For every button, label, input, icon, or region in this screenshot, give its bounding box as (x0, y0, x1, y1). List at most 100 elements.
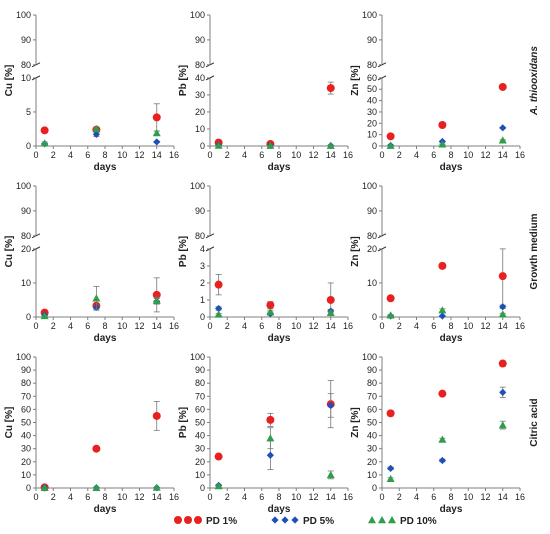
y-tick-label: 10 (367, 278, 377, 288)
data-point-pd1 (438, 261, 447, 270)
y-tick-label: 50 (367, 84, 377, 94)
x-axis-label: days (94, 162, 117, 173)
legend-label-pd5: PD 5% (303, 516, 334, 527)
x-tick-label: 8 (276, 492, 281, 502)
y-tick-label: 80 (195, 378, 205, 388)
y-tick-label: 50 (195, 418, 205, 428)
x-tick-label: 6 (85, 150, 90, 160)
data-point-pd1 (326, 295, 335, 304)
y-tick-label: 70 (367, 391, 377, 401)
y-axis-label: Zn [%] (350, 236, 361, 267)
data-point-pd5 (499, 124, 507, 132)
y-tick-label: 100 (16, 352, 31, 362)
data-point-pd10 (92, 294, 101, 302)
x-tick-label: 16 (343, 492, 353, 502)
x-tick-label: 2 (225, 321, 230, 331)
y-tick-label: 20 (21, 457, 31, 467)
y-tick-label: 10 (21, 470, 31, 480)
subplot-r2-c0: 0 10 20 30 40 50 60 70 80 90 100 0 2 4 6 8 10 12 14 16 days C… (4, 352, 179, 515)
y-tick-label: 0 (372, 141, 377, 151)
y-axis-label: Pb [%] (178, 407, 189, 438)
y-axis-label: Pb [%] (178, 65, 189, 96)
x-tick-label: 4 (68, 492, 73, 502)
x-axis-label: days (94, 333, 117, 344)
x-tick-label: 14 (152, 150, 162, 160)
y-tick-label: 40 (367, 431, 377, 441)
x-tick-label: 12 (480, 321, 490, 331)
y-tick-label: 100 (16, 181, 31, 191)
subplot-r0-c1: 80 90 100 0 10 20 30 40 0 2 4 6 8 10 12 14 16 days Pb [%] (178, 10, 353, 173)
y-tick-label: 80 (195, 60, 205, 70)
x-tick-label: 2 (51, 150, 56, 160)
x-tick-label: 10 (291, 150, 301, 160)
x-axis-label: days (268, 504, 291, 515)
y-tick-label: 20 (367, 457, 377, 467)
data-point-pd10 (214, 310, 223, 318)
y-tick-label: 100 (190, 181, 205, 191)
y-tick-label: 80 (367, 378, 377, 388)
y-tick-label: 60 (195, 404, 205, 414)
data-point-pd10 (266, 141, 275, 149)
x-tick-label: 8 (102, 150, 107, 160)
y-tick-label: 0 (200, 483, 205, 493)
data-point-pd1 (498, 359, 507, 368)
legend-marker-pd10 (388, 516, 396, 524)
x-tick-label: 12 (480, 150, 490, 160)
x-tick-label: 2 (397, 321, 402, 331)
x-tick-label: 14 (326, 150, 336, 160)
data-point-pd5 (438, 312, 446, 320)
x-tick-label: 10 (117, 150, 127, 160)
y-tick-label: 90 (21, 35, 31, 45)
x-tick-label: 4 (68, 150, 73, 160)
x-tick-label: 12 (308, 321, 318, 331)
x-tick-label: 12 (134, 150, 144, 160)
y-tick-label: 60 (21, 404, 31, 414)
data-point-pd10 (40, 483, 49, 491)
data-point-pd1 (92, 444, 101, 453)
x-tick-label: 8 (102, 321, 107, 331)
y-tick-label: 40 (367, 96, 377, 106)
x-tick-label: 8 (276, 321, 281, 331)
data-point-pd10 (326, 470, 335, 479)
data-point-pd10 (386, 141, 395, 149)
x-tick-label: 10 (117, 492, 127, 502)
y-tick-label: 100 (190, 10, 205, 20)
legend: PD 1% PD 5% PD 10% (174, 516, 437, 527)
y-tick-label: 30 (195, 90, 205, 100)
y-tick-label: 90 (367, 365, 377, 375)
row-label-citric-acid: Citric acid (529, 398, 540, 446)
y-tick-label: 1 (200, 295, 205, 305)
x-tick-label: 6 (259, 321, 264, 331)
y-axis-label: Zn [%] (350, 407, 361, 438)
y-axis-label: Pb [%] (178, 236, 189, 267)
y-tick-label: 100 (190, 352, 205, 362)
data-point-pd5 (92, 130, 100, 139)
data-point-pd1 (438, 120, 447, 129)
y-tick-label: 10 (367, 130, 377, 140)
x-tick-label: 0 (379, 321, 384, 331)
y-tick-label: 0 (26, 483, 31, 493)
legend-marker-pd10 (368, 516, 376, 524)
x-tick-label: 0 (379, 150, 384, 160)
y-tick-label: 10 (195, 124, 205, 134)
x-tick-label: 12 (134, 321, 144, 331)
y-tick-label: 40 (195, 431, 205, 441)
data-point-pd10 (152, 129, 161, 137)
x-tick-label: 4 (414, 150, 419, 160)
data-point-pd10 (326, 308, 335, 316)
x-tick-label: 8 (448, 321, 453, 331)
y-tick-label: 30 (367, 107, 377, 117)
x-tick-label: 6 (431, 150, 436, 160)
y-tick-label: 4 (200, 244, 205, 254)
data-point-pd5 (215, 304, 223, 313)
x-tick-label: 6 (85, 321, 90, 331)
y-tick-label: 90 (21, 365, 31, 375)
y-tick-label: 10 (367, 470, 377, 480)
data-point-pd10 (498, 136, 507, 144)
data-point-pd1 (214, 452, 223, 461)
data-point-pd10 (438, 435, 447, 443)
x-tick-label: 14 (498, 321, 508, 331)
y-tick-label: 90 (195, 35, 205, 45)
row-label-growth-medium: Growth medium (529, 213, 540, 289)
